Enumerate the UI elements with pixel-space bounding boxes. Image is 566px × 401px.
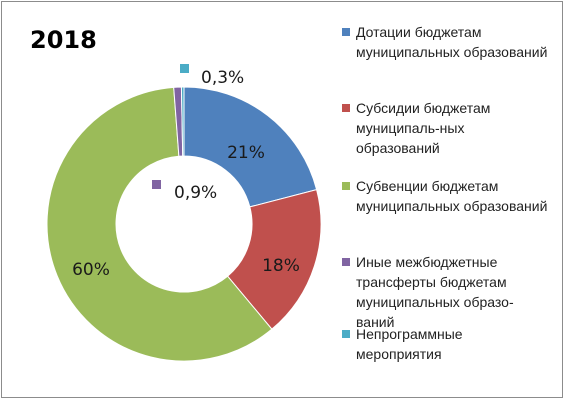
legend-label: Субвенции бюджетам муниципальных образов… bbox=[356, 178, 548, 214]
label-neprogrammnye-marker bbox=[180, 64, 189, 73]
legend-swatch bbox=[342, 330, 350, 338]
label-subsidii: 18% bbox=[262, 256, 300, 276]
legend-swatch bbox=[342, 258, 350, 266]
legend-swatch bbox=[342, 182, 350, 190]
legend-swatch bbox=[342, 28, 350, 36]
legend-label: Дотации бюджетам муниципальных образован… bbox=[356, 24, 548, 60]
legend-label: Непрограммные мероприятия bbox=[356, 326, 463, 362]
chart-title: 2018 bbox=[30, 26, 97, 54]
slice-dotacii bbox=[183, 86, 318, 208]
label-inye-transferty-marker bbox=[152, 180, 161, 189]
slice-subvencii bbox=[46, 86, 273, 362]
legend-label: Субсидии бюджетам муниципаль-ных образов… bbox=[356, 100, 491, 156]
label-inye-transferty: 0,9% bbox=[174, 183, 217, 203]
label-neprogrammnye: 0,3% bbox=[201, 68, 244, 88]
legend-swatch bbox=[342, 104, 350, 112]
slice-neprogrammnye bbox=[180, 86, 185, 157]
legend-label: Иные межбюджетные трансферты бюджетам му… bbox=[356, 254, 514, 330]
label-dotacii: 21% bbox=[227, 143, 265, 163]
label-subvencii: 60% bbox=[72, 260, 110, 280]
